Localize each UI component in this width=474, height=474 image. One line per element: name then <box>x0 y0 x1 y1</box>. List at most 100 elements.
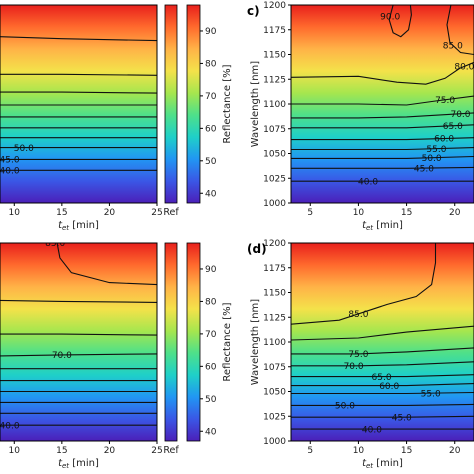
x-tick-label: 10 <box>353 208 365 218</box>
contour-label-65.0: 65.0 <box>443 122 463 132</box>
contour-label-85.0: 85.0 <box>348 310 368 320</box>
x-axis-label: tet [min] <box>362 458 403 470</box>
panel-letter: c) <box>247 4 260 18</box>
x-tick-label: 20 <box>104 446 116 456</box>
contour-line-85.0 <box>446 5 474 56</box>
contour-label-70.0: 70.0 <box>450 110 470 120</box>
x-tick-label: 10 <box>9 446 21 456</box>
contour-line-80.0 <box>291 61 474 85</box>
contour-label-40.0: 40.0 <box>358 177 378 187</box>
heatmap-fill <box>0 243 157 441</box>
reflectance-colorbar <box>186 242 201 442</box>
colorbar-1: Ref 40 50 60 70 80 90 Reflectance [%] <box>163 4 233 218</box>
y-tick-label: 1075 <box>263 363 286 373</box>
contour-label-65.0: 65.0 <box>372 373 392 383</box>
y-tick-label: 1050 <box>263 388 286 398</box>
panel-letter: (d) <box>247 242 267 256</box>
x-tick-label: 20 <box>449 446 461 456</box>
heatmap-fill <box>0 5 157 203</box>
contour-line-60.0 <box>291 137 474 141</box>
contour-lines: 85.0 70.0 40.0 <box>0 239 157 431</box>
contour-label-50.0: 50.0 <box>335 402 355 412</box>
contour-line-90.0 <box>388 5 412 38</box>
y-tick-label: 1200 <box>263 239 286 249</box>
x-tick-label: 15 <box>56 208 67 218</box>
axes-frame <box>0 4 158 204</box>
x-tick-label: 10 <box>9 208 21 218</box>
contour-line-75.0 <box>291 347 474 355</box>
contour-line-60.0 <box>291 383 474 387</box>
y-tick-label: 1100 <box>263 338 286 348</box>
contour-label-70.0: 70.0 <box>344 362 364 372</box>
ref-colorbar <box>164 4 178 204</box>
colorbar-tick-label: 50 <box>205 157 217 167</box>
contour-line-80.0 <box>291 325 474 341</box>
contour-line-75.0 <box>0 91 157 94</box>
y-tick-label: 1125 <box>263 313 286 323</box>
contour-label-45.0: 45.0 <box>0 156 20 166</box>
contour-line-50.0 <box>291 403 474 406</box>
contour-line-65.0 <box>291 124 474 129</box>
contour-line-85.0 <box>56 243 157 286</box>
contour-label-75.0: 75.0 <box>348 350 368 360</box>
y-tick-label: 1125 <box>263 75 286 85</box>
contour-label-45.0: 45.0 <box>414 164 434 174</box>
contour-line-80.0 <box>0 299 157 303</box>
colorbar-tick-label: 40 <box>205 427 217 437</box>
y-tick-label: 1175 <box>263 26 286 36</box>
axes-frame <box>0 242 158 442</box>
contour-label-55.0: 55.0 <box>426 145 446 155</box>
colorbar-2: Ref 40 50 60 70 80 90 Reflectance [%] <box>163 242 233 456</box>
colorbar-tick-label: 90 <box>205 265 217 275</box>
contour-label-45.0: 45.0 <box>392 413 412 423</box>
colorbar-tick-label: 60 <box>205 124 217 134</box>
x-tick-label: 20 <box>104 208 116 218</box>
y-tick-label: 1050 <box>263 150 286 160</box>
reflectance-colorbar <box>186 4 201 204</box>
contour-label-85.0: 85.0 <box>443 42 463 52</box>
x-tick-label: 5 <box>307 446 313 456</box>
ref-colorbar <box>164 242 178 442</box>
colorbar-tick-label: 40 <box>205 189 217 199</box>
contour-label-90.0: 90.0 <box>380 12 400 22</box>
contour-label-85.0: 85.0 <box>45 239 65 249</box>
x-tick-label: 10 <box>353 446 365 456</box>
contour-label-40.0: 40.0 <box>362 425 382 435</box>
contour-line-55.0 <box>291 147 474 151</box>
ref-label: Ref <box>163 207 179 218</box>
colorbar-label: Reflectance [%] <box>222 64 233 143</box>
colorbar-tick-label: 80 <box>205 297 217 307</box>
contour-line-45.0 <box>291 415 474 418</box>
contour-label-50.0: 50.0 <box>422 154 442 164</box>
heatmap-fill <box>291 243 474 441</box>
contour-line-70.0 <box>291 361 474 367</box>
contour-line-55.0 <box>291 391 474 395</box>
contour-line-65.0 <box>291 374 474 378</box>
y-axis-label: Wavelength [nm] <box>250 61 261 147</box>
x-tick-label: 25 <box>151 208 162 218</box>
y-axis-label: Wavelength [nm] <box>250 299 261 385</box>
contour-line-85.0 <box>291 243 437 325</box>
contour-line-80.0 <box>0 73 157 76</box>
contour-label-40.0: 40.0 <box>0 421 20 431</box>
y-tick-label: 1100 <box>263 100 286 110</box>
contour-label-60.0: 60.0 <box>379 382 399 392</box>
y-tick-label: 1175 <box>263 264 286 274</box>
y-tick-label: 1025 <box>263 174 286 184</box>
y-tick-label: 1200 <box>263 1 286 11</box>
colorbar-tick-label: 70 <box>205 330 217 340</box>
x-tick-label: 5 <box>307 208 313 218</box>
ref-label: Ref <box>163 445 179 456</box>
contour-panel-1: 50.0 45.040.0 10 15 20 25 tet [min] <box>0 4 163 232</box>
contour-label-40.0: 40.0 <box>0 167 20 177</box>
x-tick-label: 15 <box>56 446 67 456</box>
colorbar-tick-label: 70 <box>205 92 217 102</box>
x-tick-label: 25 <box>151 446 162 456</box>
colorbar-tick-label: 90 <box>205 27 217 37</box>
x-axis-label: tet [min] <box>58 220 99 232</box>
contour-line-70.0 <box>291 112 474 119</box>
contour-label-60.0: 60.0 <box>434 135 454 145</box>
contour-label-70.0: 70.0 <box>52 351 72 361</box>
y-tick-label: 1025 <box>263 412 286 422</box>
contour-line-85.0 <box>0 36 157 42</box>
